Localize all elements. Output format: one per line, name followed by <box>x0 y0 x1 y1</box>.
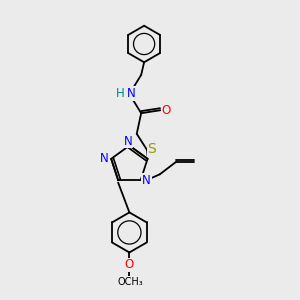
Text: H: H <box>116 87 124 100</box>
Text: N: N <box>142 174 151 187</box>
Text: N: N <box>124 135 132 148</box>
Text: N: N <box>100 152 108 165</box>
Text: O: O <box>125 258 134 271</box>
Text: O: O <box>162 104 171 117</box>
Text: N: N <box>127 87 135 100</box>
Text: S: S <box>147 142 156 156</box>
Text: OCH₃: OCH₃ <box>118 277 143 287</box>
